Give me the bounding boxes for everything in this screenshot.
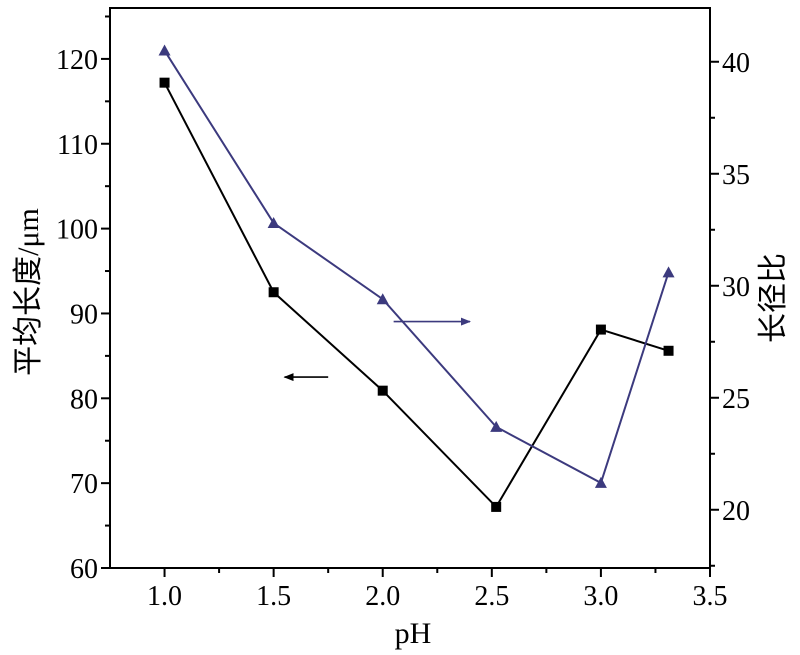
series-2-triangle-marker — [158, 44, 171, 56]
series-1-line — [163, 82, 669, 509]
data-series — [158, 44, 675, 512]
series-1-square-marker — [663, 345, 674, 356]
x-tick-label: 2.5 — [474, 581, 509, 612]
left-y-tick-label: 70 — [70, 469, 98, 500]
series-2-triangle-marker — [594, 476, 607, 488]
right-y-tick-label: 20 — [722, 496, 750, 527]
series-1-square-marker — [491, 501, 502, 512]
left-y-axis-title: 平均长度/μm — [12, 208, 45, 376]
x-tick-label: 3.0 — [583, 581, 618, 612]
x-tick-label: 1.5 — [256, 581, 291, 612]
left-y-tick-label: 120 — [56, 45, 98, 76]
series-2-line — [163, 50, 670, 485]
left-y-tick-label: 100 — [56, 215, 98, 246]
right-y-axis-title: 长径比 — [757, 253, 790, 343]
x-tick-label: 1.0 — [147, 581, 182, 612]
series-2-triangle-marker — [267, 217, 280, 229]
series-1-square-marker — [595, 324, 606, 335]
series-1-square-marker — [268, 287, 279, 298]
plot-frame — [109, 7, 711, 569]
right-y-tick-label: 35 — [722, 160, 750, 191]
x-tick-label: 3.5 — [693, 581, 728, 612]
axis-ticks: 1.0 1.5 2.0 2.5 3.0 3.5 60 70 80 90 100 110 120 20 25 3… — [56, 15, 750, 612]
series-2-triangle-marker — [376, 293, 389, 305]
series-2-triangle-marker — [490, 420, 503, 432]
right-y-tick-label: 40 — [722, 48, 750, 79]
series-1-square-marker — [159, 77, 170, 88]
left-y-tick-label: 90 — [70, 299, 98, 330]
right-y-tick-label: 30 — [722, 272, 750, 303]
series-2-triangle-marker — [662, 266, 675, 278]
annotations — [283, 317, 471, 382]
right-y-tick-label: 25 — [722, 384, 750, 415]
series-1-square-marker — [377, 385, 388, 396]
left-y-tick-label: 80 — [70, 384, 98, 415]
x-tick-label: 2.0 — [365, 581, 400, 612]
left-y-tick-label: 60 — [70, 554, 98, 585]
left-y-tick-label: 110 — [57, 130, 98, 161]
plot-area-border — [109, 7, 711, 569]
x-axis-title: pH — [395, 617, 432, 650]
